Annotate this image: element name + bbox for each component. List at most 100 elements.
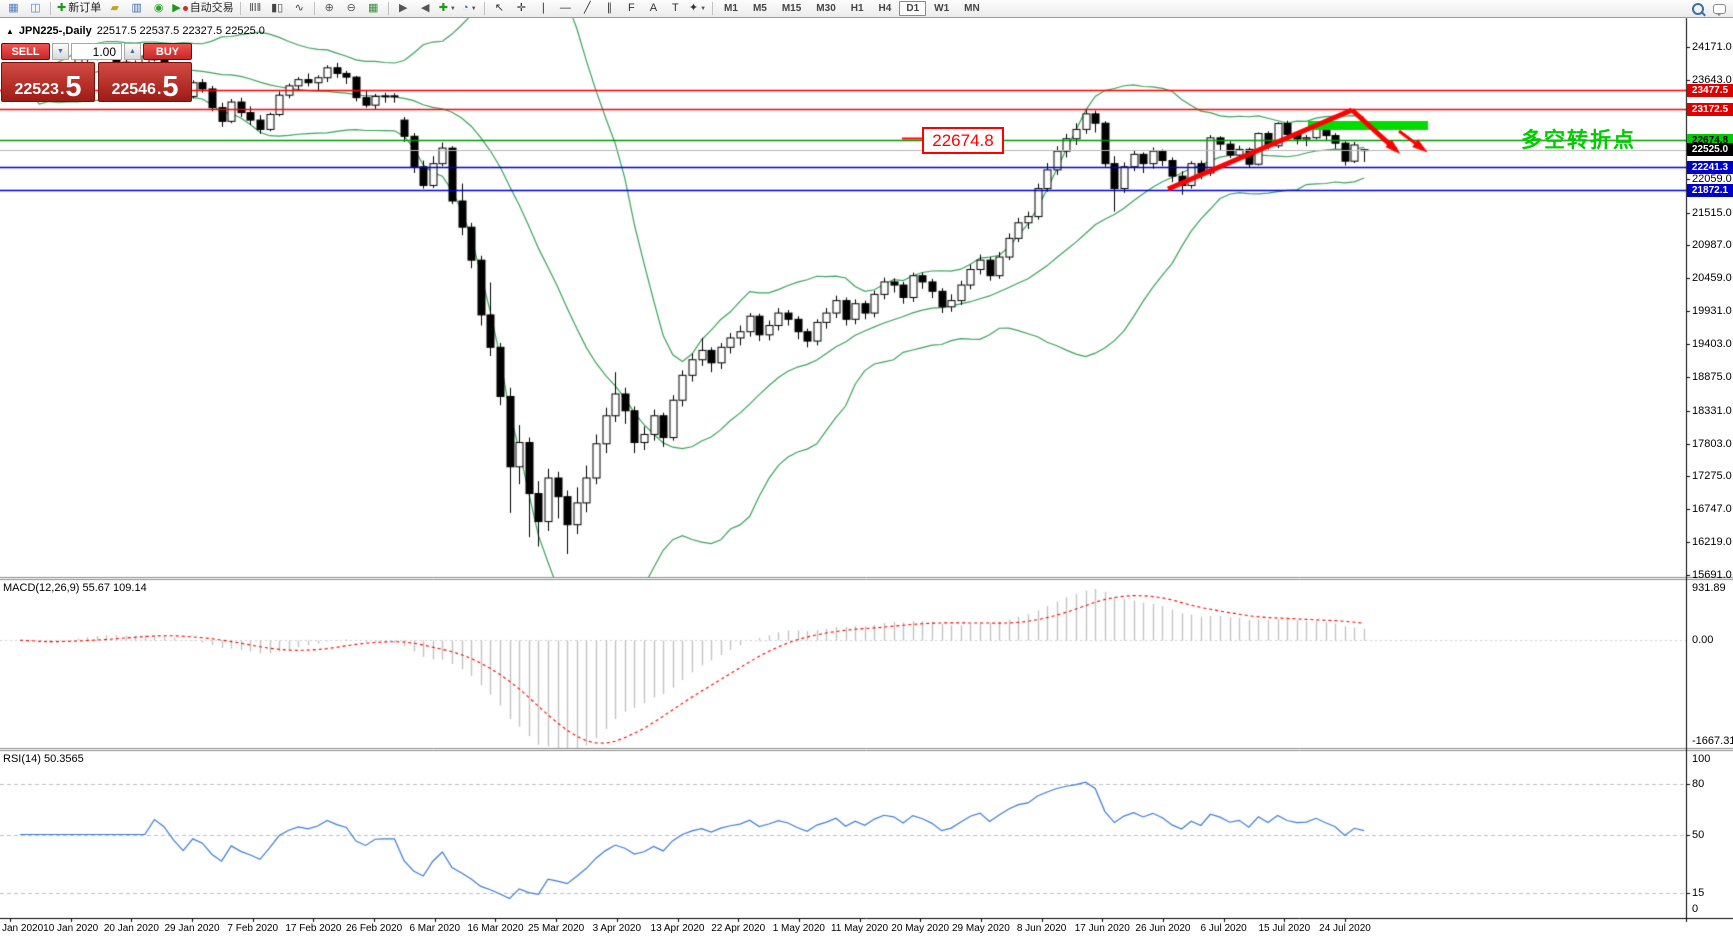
chart-line-icon: ∿ — [294, 2, 304, 14]
new-chart-icon: ▦ — [8, 2, 19, 14]
chart-line-icon[interactable]: ∿ — [289, 1, 310, 16]
chart-shift-icon[interactable]: ◀ — [415, 1, 436, 16]
timeframe-h1-button[interactable]: H1 — [850, 3, 864, 14]
timeframe-h4-button[interactable]: H4 — [878, 3, 892, 14]
add-indicator-icon: ✚ — [438, 2, 448, 14]
fibonacci-icon[interactable]: F — [621, 1, 642, 16]
sell-price-main: 22523 — [14, 81, 59, 98]
market-watch-icon: ▰ — [110, 2, 119, 14]
text-icon: A — [649, 2, 658, 14]
date-tick-label: 6 Mar 2020 — [409, 923, 461, 934]
add-indicator-icon[interactable]: ✚ ▼ — [437, 1, 458, 16]
rsi-label: RSI(14) 50.3565 — [3, 753, 84, 765]
price-tick-label: 18331.0 — [1692, 404, 1732, 417]
autotrade-icon: ▶ — [172, 2, 181, 14]
new-order-button[interactable]: ✚ 新订单 — [55, 1, 103, 16]
terminal-icon[interactable]: ▥ — [126, 1, 147, 16]
signals-icon[interactable]: ◉ — [148, 1, 169, 16]
cursor-icon[interactable]: ↖ — [489, 1, 510, 16]
arrows-shapes-icon[interactable]: ✦ ▼ — [687, 1, 708, 16]
buy-price-main: 22546 — [111, 81, 156, 98]
chat-icon — [1713, 3, 1726, 16]
symbol-period-label: JPN225-,Daily — [18, 25, 92, 37]
price-tick-label: 19931.0 — [1692, 305, 1732, 318]
text-label-icon: T — [671, 2, 679, 14]
new-order-label: 新订单 — [68, 2, 102, 14]
turning-point-note[interactable]: 多空转折点 — [1521, 129, 1636, 152]
sell-button[interactable]: SELL — [1, 43, 50, 60]
timeframe-d1-button[interactable]: D1 — [899, 1, 927, 16]
buy-price-tile[interactable]: 22546 . 5 — [98, 62, 192, 102]
macd-tick-label: 0.00 — [1692, 634, 1714, 647]
zoom-out-icon[interactable]: ⊖ — [341, 1, 362, 16]
price-level-label[interactable]: 22674.8 — [922, 127, 1004, 154]
new-chart-icon[interactable]: ▦ — [3, 1, 24, 16]
chat-button[interactable] — [1709, 1, 1730, 16]
chevron-down-icon: ▼ — [470, 5, 477, 12]
price-tick-label: 19403.0 — [1692, 338, 1732, 350]
chart-profiles-icon[interactable]: ◫ — [25, 1, 46, 16]
market-watch-icon[interactable]: ▰ — [104, 1, 125, 16]
auto-scroll-icon[interactable]: ▶ — [393, 1, 414, 16]
signals-icon: ◉ — [153, 2, 164, 14]
trendline-icon: ╱ — [584, 2, 591, 14]
date-tick-label: 17 Jun 2020 — [1074, 923, 1130, 934]
horizontal-line-icon[interactable]: — — [555, 1, 576, 16]
chart-shift-icon: ◀ — [420, 2, 430, 14]
macd-tick-label: -1667.31 — [1692, 735, 1733, 747]
volume-input[interactable]: 1.00 — [71, 43, 122, 60]
text-label-icon[interactable]: T — [665, 1, 686, 16]
timeframe-m30-button[interactable]: M30 — [816, 3, 836, 14]
horizontal-line-icon: — — [559, 2, 571, 14]
date-tick-label: 7 Feb 2020 — [227, 923, 279, 934]
terminal-icon: ▥ — [131, 2, 142, 14]
chevron-up-icon: ▲ — [129, 48, 136, 55]
date-tick-label: 6 Jul 2020 — [1200, 923, 1247, 934]
sell-price-frac: 5 — [65, 71, 82, 103]
macd-tick-label: 931.89 — [1692, 582, 1726, 594]
date-tick-label: 22 Apr 2020 — [711, 923, 766, 934]
chart-candles-icon[interactable]: ▮▯ — [267, 1, 288, 16]
search-button[interactable] — [1687, 1, 1708, 16]
buy-button[interactable]: BUY — [143, 43, 192, 60]
toolbar-separator — [483, 2, 485, 15]
date-tick-label: 29 May 2020 — [951, 923, 1010, 934]
arrows-shapes-icon: ✦ — [688, 2, 699, 14]
date-tick-label: 25 Mar 2020 — [528, 923, 585, 934]
date-tick-label: 13 Apr 2020 — [650, 923, 705, 934]
periods-icon[interactable]: ◔ ▼ — [459, 1, 480, 16]
rsi-tick-label: 15 — [1692, 886, 1705, 899]
volume-increase-button[interactable]: ▲ — [124, 43, 141, 60]
price-tick-label: 16219.0 — [1692, 536, 1732, 549]
volume-decrease-button[interactable]: ▼ — [52, 43, 69, 60]
timeframe-w1-button[interactable]: W1 — [934, 3, 950, 14]
sell-price-tile[interactable]: 22523 . 5 — [1, 62, 95, 102]
timeframe-mn-button[interactable]: MN — [964, 3, 980, 14]
current-price-badge: 22525.0 — [1687, 143, 1733, 157]
channel-icon: ∥ — [606, 2, 613, 14]
chevron-down-icon: ▼ — [700, 5, 707, 12]
trendline-icon[interactable]: ╱ — [577, 1, 598, 16]
vertical-line-icon[interactable]: ❘ — [533, 1, 554, 16]
price-tick-label: 17275.0 — [1692, 470, 1732, 483]
tile-windows-icon[interactable]: ▦ — [363, 1, 384, 16]
date-tick-label: 24 Jul 2020 — [1319, 923, 1371, 934]
fibonacci-icon: F — [627, 2, 635, 14]
chart-candles-icon: ▮▯ — [271, 2, 284, 14]
tile-windows-icon: ▦ — [367, 2, 379, 14]
price-tick-label: 15691.0 — [1692, 569, 1732, 582]
zoom-in-icon[interactable]: ⊕ — [319, 1, 340, 16]
channel-icon[interactable]: ∥ — [599, 1, 620, 16]
text-icon[interactable]: A — [643, 1, 664, 16]
price-tick-label: 21515.0 — [1692, 206, 1732, 219]
chart-bars-icon[interactable]: ǁǀǁ — [245, 1, 266, 16]
autotrade-button[interactable]: ▶ 自动交易 — [170, 1, 235, 16]
date-tick-label: 17 Feb 2020 — [285, 923, 342, 934]
date-tick-label: 26 Feb 2020 — [345, 923, 403, 934]
timeframe-m15-button[interactable]: M15 — [781, 3, 802, 14]
timeframe-m1-button[interactable]: M1 — [724, 3, 738, 14]
timeframe-m5-button[interactable]: M5 — [752, 3, 767, 14]
rsi-tick-label: 80 — [1692, 778, 1705, 791]
crosshair-icon[interactable]: ✛ — [511, 1, 532, 16]
